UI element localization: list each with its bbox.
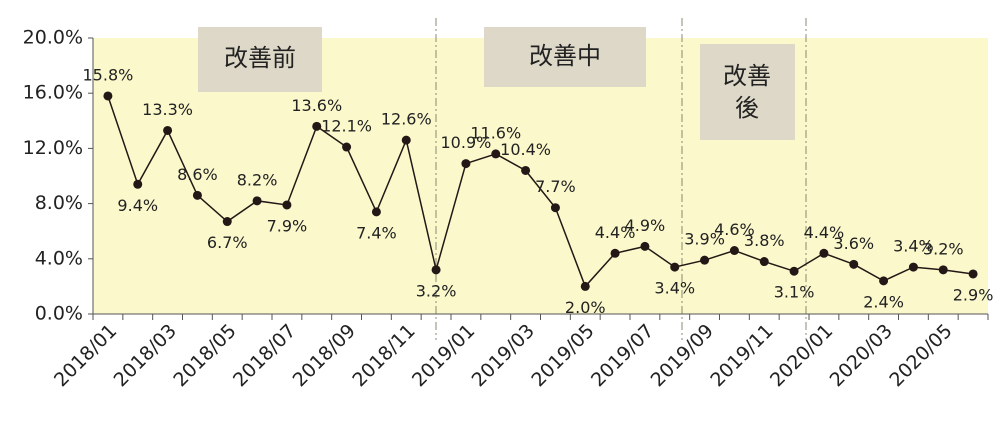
data-point bbox=[312, 121, 322, 131]
data-point bbox=[908, 262, 918, 272]
data-point bbox=[610, 248, 620, 258]
data-point bbox=[252, 196, 262, 206]
data-point bbox=[849, 259, 859, 269]
data-point bbox=[282, 200, 292, 210]
data-label: 3.4% bbox=[893, 237, 934, 256]
data-point bbox=[580, 281, 590, 291]
data-point bbox=[401, 135, 411, 145]
data-point bbox=[729, 246, 739, 256]
data-label: 13.6% bbox=[291, 96, 342, 115]
x-tick-label: 2018/07 bbox=[229, 320, 300, 391]
data-point bbox=[461, 159, 471, 169]
data-label: 6.7% bbox=[207, 233, 248, 252]
x-tick-label: 2019/01 bbox=[408, 320, 479, 391]
data-label: 3.6% bbox=[833, 234, 874, 253]
data-label: 10.4% bbox=[500, 140, 551, 159]
data-label: 7.4% bbox=[356, 223, 397, 242]
phase-label: 改善中 bbox=[529, 42, 601, 70]
data-label: 4.6% bbox=[714, 220, 755, 239]
x-tick-label: 2018/09 bbox=[289, 320, 360, 391]
phase-box bbox=[700, 44, 795, 140]
data-point bbox=[759, 257, 769, 267]
phase-dividers bbox=[435, 18, 807, 340]
y-tick-label: 16.0% bbox=[23, 82, 83, 104]
y-tick-label: 0.0% bbox=[35, 303, 83, 325]
data-point bbox=[222, 217, 232, 227]
data-label: 8.6% bbox=[177, 165, 218, 184]
data-label: 3.1% bbox=[774, 283, 815, 302]
data-label: 3.8% bbox=[744, 231, 785, 250]
data-label: 12.6% bbox=[381, 110, 432, 129]
x-tick-label: 2018/11 bbox=[348, 320, 419, 391]
data-label: 7.9% bbox=[267, 216, 308, 235]
data-line bbox=[107, 95, 974, 288]
x-tick-label: 2019/03 bbox=[468, 320, 539, 391]
phase-label: 改善前 bbox=[224, 44, 296, 72]
x-tick-label: 2019/07 bbox=[587, 320, 658, 391]
y-tick-label: 4.0% bbox=[35, 247, 83, 269]
data-label: 15.8% bbox=[83, 65, 134, 84]
phase-box bbox=[198, 27, 322, 92]
data-label: 3.2% bbox=[923, 239, 964, 258]
data-label: 3.4% bbox=[654, 279, 695, 298]
data-point bbox=[938, 265, 948, 275]
data-label: 13.3% bbox=[142, 100, 193, 119]
data-label: 10.9% bbox=[441, 133, 492, 152]
data-label: 7.7% bbox=[535, 177, 576, 196]
phase-box bbox=[484, 27, 646, 87]
y-tick-label: 8.0% bbox=[35, 192, 83, 214]
data-point bbox=[491, 149, 501, 159]
data-label: 12.1% bbox=[321, 117, 372, 136]
data-point bbox=[521, 165, 531, 175]
data-point bbox=[192, 190, 202, 200]
data-label: 4.4% bbox=[595, 223, 636, 242]
data-label: 9.4% bbox=[117, 196, 158, 215]
x-tick-label: 2020/01 bbox=[766, 320, 837, 391]
data-label: 3.9% bbox=[684, 230, 725, 249]
x-tick-label: 2018/03 bbox=[110, 320, 181, 391]
data-label: 2.9% bbox=[953, 285, 994, 304]
data-label: 8.2% bbox=[237, 170, 278, 189]
data-label: 11.6% bbox=[470, 123, 521, 142]
data-point bbox=[342, 142, 352, 152]
phase-label: 改善後 bbox=[723, 62, 771, 122]
data-label: 4.4% bbox=[804, 223, 845, 242]
data-point bbox=[163, 125, 173, 135]
data-label: 2.4% bbox=[863, 292, 904, 311]
data-label: 2.0% bbox=[565, 298, 606, 317]
data-label: 4.9% bbox=[625, 216, 666, 235]
data-point bbox=[968, 269, 978, 279]
y-tick-label: 12.0% bbox=[23, 137, 83, 159]
x-tick-label: 2020/03 bbox=[826, 320, 897, 391]
data-point bbox=[103, 91, 113, 101]
x-tick-label: 2018/05 bbox=[169, 320, 240, 391]
data-label: 3.2% bbox=[416, 281, 457, 300]
x-tick-label: 2020/05 bbox=[885, 320, 956, 391]
data-point bbox=[431, 265, 441, 275]
data-point bbox=[819, 248, 829, 258]
data-point bbox=[133, 179, 143, 189]
data-point bbox=[879, 276, 889, 286]
y-tick-label: 20.0% bbox=[23, 27, 83, 49]
x-tick-label: 2019/05 bbox=[527, 320, 598, 391]
data-point bbox=[550, 203, 560, 213]
data-point bbox=[371, 207, 381, 217]
data-point bbox=[789, 266, 799, 276]
data-point bbox=[640, 241, 650, 251]
data-point bbox=[670, 262, 680, 272]
x-tick-label: 2018/01 bbox=[50, 320, 121, 391]
x-tick-label: 2019/09 bbox=[647, 320, 718, 391]
data-point bbox=[700, 255, 710, 265]
x-tick-label: 2019/11 bbox=[706, 320, 777, 391]
